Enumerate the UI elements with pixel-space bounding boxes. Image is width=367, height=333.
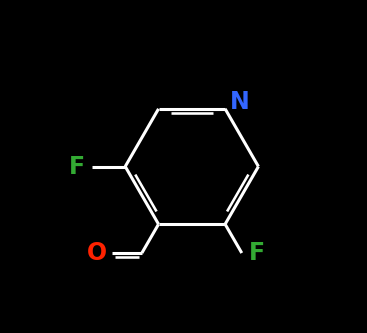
Text: F: F (249, 241, 265, 265)
Text: O: O (87, 241, 107, 265)
Text: F: F (69, 155, 85, 178)
Text: N: N (230, 90, 250, 114)
